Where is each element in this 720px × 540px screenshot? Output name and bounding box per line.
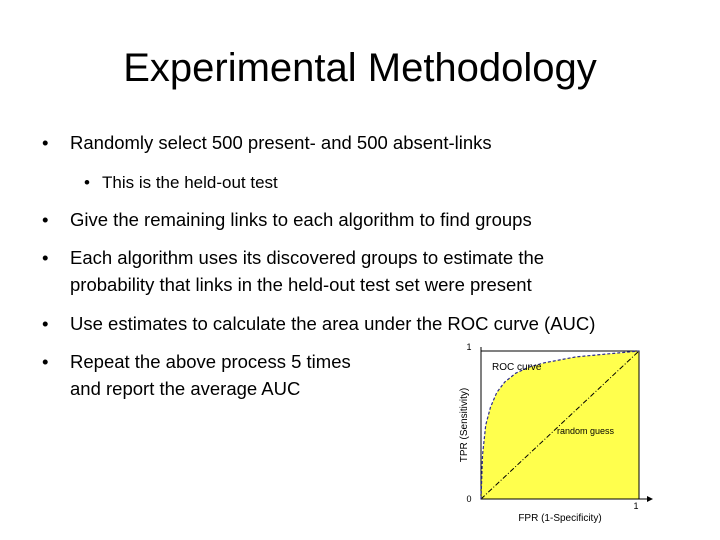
bullet-dot: •: [84, 173, 90, 192]
roc-curve-line: [480, 350, 640, 500]
roc-curve-annotation: ROC curve: [492, 362, 542, 373]
bullet-text-line-1: Each algorithm uses its discovered group…: [70, 247, 545, 268]
random-guess-line: [480, 350, 640, 500]
bullet-dot: •: [42, 132, 49, 153]
x-tick-label-0: 0: [466, 494, 471, 504]
bullet-dot: •: [42, 209, 49, 230]
y-axis-label: TPR (Sensitivity): [459, 388, 470, 462]
bullet-select-links: • Randomly select 500 present- and 500 a…: [42, 129, 492, 156]
bullet-text-line-1: Repeat the above process 5 times: [70, 351, 351, 372]
bullet-text: Use estimates to calculate the area unde…: [70, 313, 596, 334]
bullet-text-line-2: and report the average AUC: [70, 378, 301, 399]
bullet-text-line-2: probability that links in the held-out t…: [70, 274, 532, 295]
bullet-estimate-probability: • Each algorithm uses its discovered gro…: [42, 244, 670, 298]
bullet-dot: •: [42, 313, 49, 334]
bullet-dot: •: [42, 247, 49, 268]
x-axis-arrow: [647, 496, 653, 502]
bullet-calculate-auc: • Use estimates to calculate the area un…: [42, 310, 596, 337]
roc-chart: 0 1 1 FPR (1-Specificity) TPR (Sensitivity) R…: [459, 342, 653, 524]
sub-bullet-held-out: • This is the held-out test: [84, 171, 278, 195]
bullet-remaining-links: • Give the remaining links to each algor…: [42, 206, 532, 233]
x-tick-label-1: 1: [633, 501, 638, 511]
random-guess-annotation: random guess: [557, 426, 615, 436]
bullet-repeat-process: • Repeat the above process 5 times and r…: [42, 348, 400, 402]
bullet-text: Give the remaining links to each algorit…: [70, 209, 532, 230]
bullet-dot: •: [42, 351, 49, 372]
y-tick-label-1: 1: [466, 342, 471, 352]
x-axis-label: FPR (1-Specificity): [518, 513, 601, 524]
bullet-text: Randomly select 500 present- and 500 abs…: [70, 132, 492, 153]
bullet-text: This is the held-out test: [102, 173, 278, 192]
slide-title: Experimental Methodology: [123, 46, 597, 90]
